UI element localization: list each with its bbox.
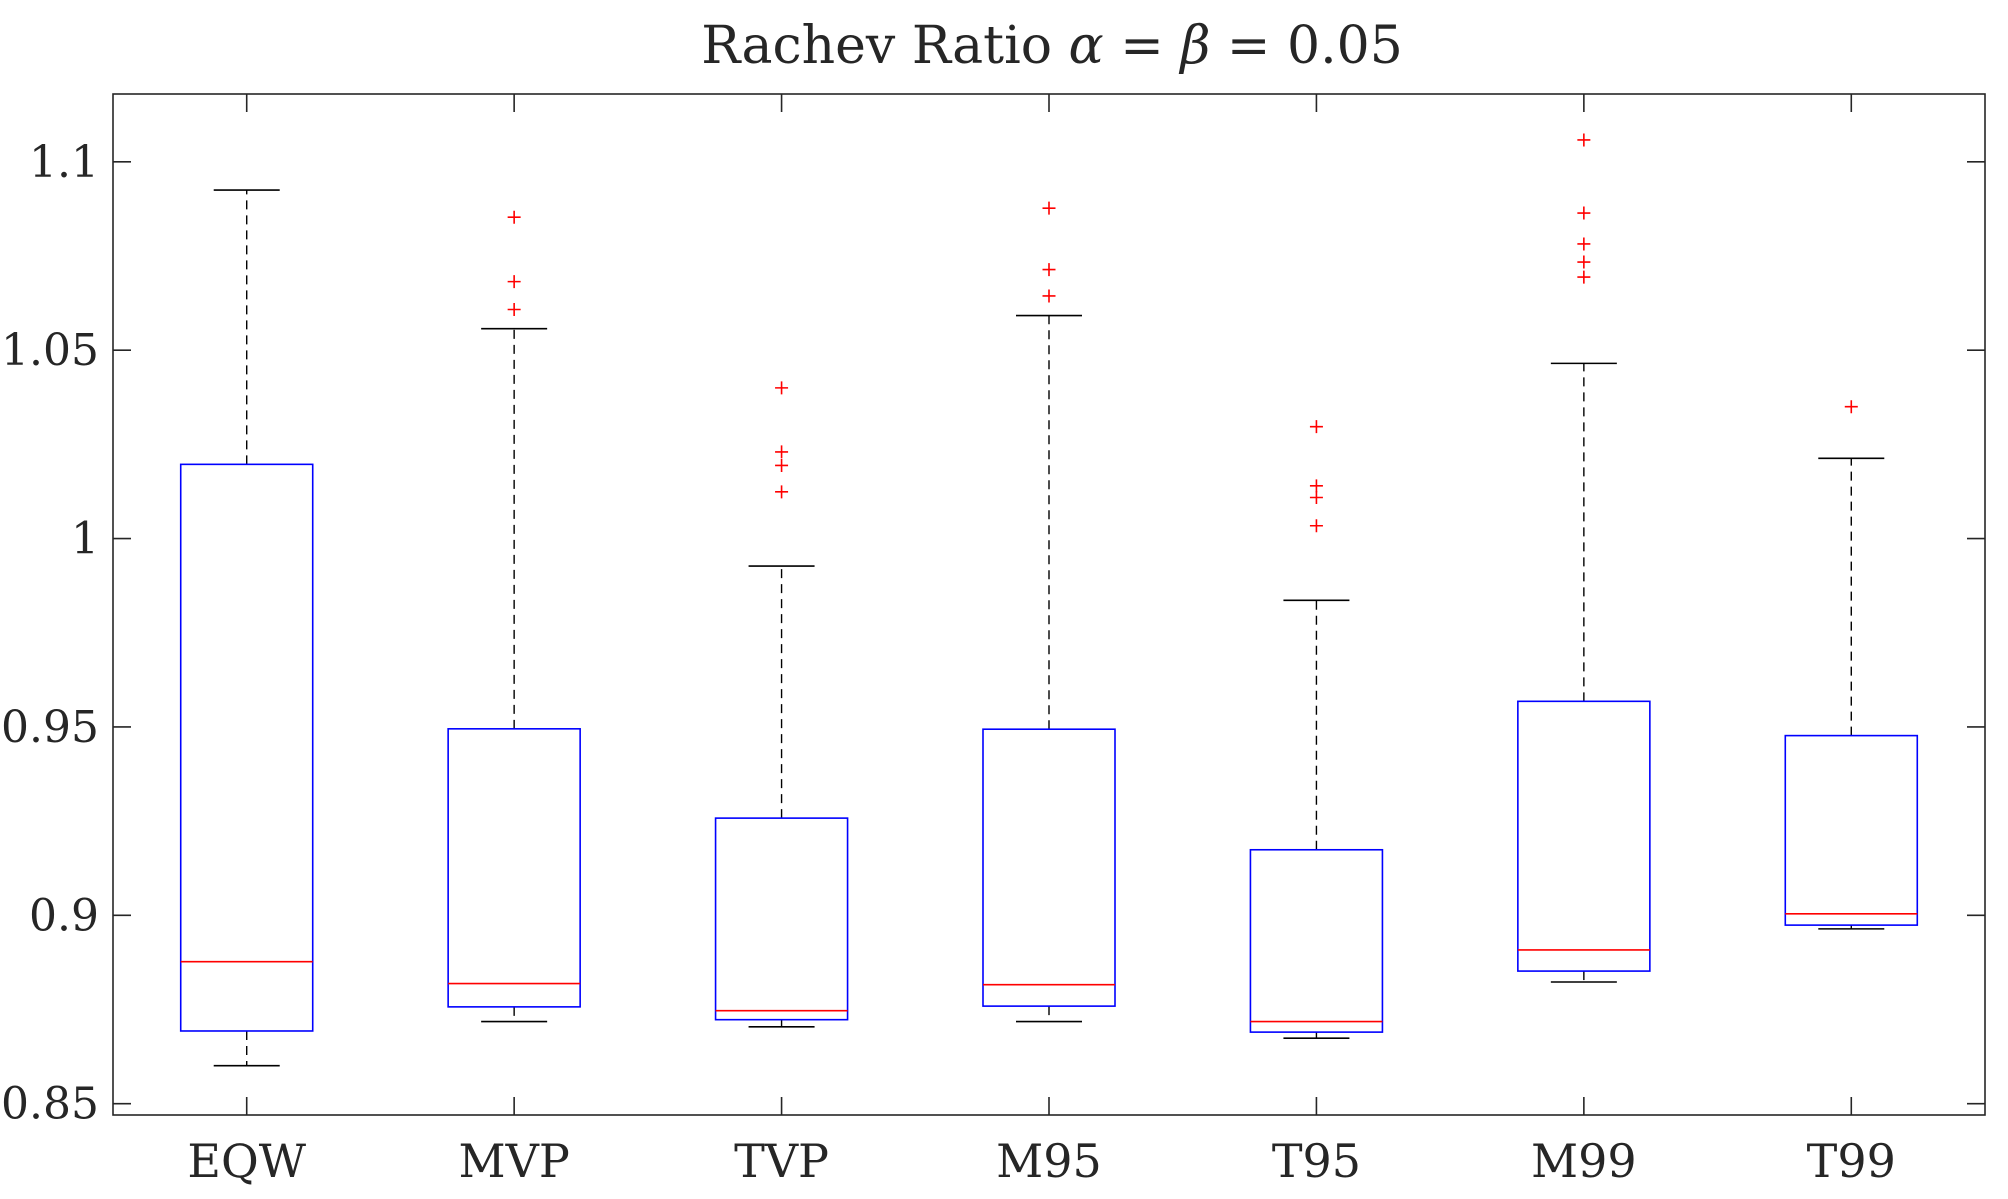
y-tick-label: 1.05 xyxy=(1,325,99,376)
plot-area: 0.85 0.9 0.95 1 1.05 1.1 EQW MVP TVP M95 T95 M99 T99 xyxy=(1,93,1986,1188)
outlier-marker xyxy=(1577,206,1591,220)
outlier-marker xyxy=(1577,133,1591,147)
outlier-marker xyxy=(1577,255,1591,269)
x-category-label: M99 xyxy=(1531,1134,1637,1188)
outlier-marker xyxy=(1844,400,1858,414)
box-T95 xyxy=(1249,848,1384,1033)
y-tick-label: 1 xyxy=(71,514,99,565)
box-MVP xyxy=(447,728,581,1008)
box-TVP xyxy=(714,817,849,1021)
outlier-marker xyxy=(1042,289,1056,303)
box-T99 xyxy=(1784,734,1919,926)
x-category-label: TVP xyxy=(734,1134,829,1188)
x-category-label: EQW xyxy=(187,1134,306,1188)
outlier-marker xyxy=(775,445,789,459)
outlier-marker xyxy=(507,275,521,289)
outlier-marker xyxy=(1042,263,1056,277)
y-tick-label: 0.85 xyxy=(1,1079,99,1130)
outlier-marker xyxy=(1309,479,1323,493)
outlier-marker xyxy=(507,210,521,224)
chart-title: Rachev Ratio α = β = 0.05 xyxy=(701,16,1403,76)
x-category-label: T99 xyxy=(1807,1134,1896,1188)
box-EQW xyxy=(179,463,314,1032)
outlier-marker xyxy=(507,303,521,317)
outlier-marker xyxy=(1577,237,1591,251)
y-tick-label: 0.9 xyxy=(29,890,99,941)
outlier-marker xyxy=(1309,420,1323,434)
outlier-marker xyxy=(1309,491,1323,505)
box-M95 xyxy=(982,728,1116,1007)
outlier-marker xyxy=(1577,270,1591,284)
outlier-marker xyxy=(775,485,789,499)
outlier-marker xyxy=(1309,519,1323,533)
y-tick-label: 1.1 xyxy=(29,137,99,188)
x-category-label: M95 xyxy=(996,1134,1102,1188)
outlier-marker xyxy=(1042,201,1056,215)
box-M99 xyxy=(1517,700,1651,972)
outlier-marker xyxy=(775,381,789,395)
x-category-label: T95 xyxy=(1272,1134,1361,1188)
outlier-marker xyxy=(775,458,789,472)
x-category-label: MVP xyxy=(459,1134,570,1188)
y-tick-label: 0.95 xyxy=(1,702,99,753)
